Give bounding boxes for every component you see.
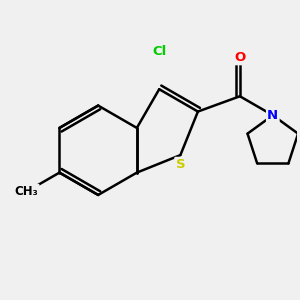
Text: O: O bbox=[234, 51, 245, 64]
Text: N: N bbox=[267, 109, 278, 122]
Text: CH₃: CH₃ bbox=[15, 185, 38, 198]
Text: S: S bbox=[176, 158, 185, 171]
Text: Cl: Cl bbox=[152, 45, 166, 58]
